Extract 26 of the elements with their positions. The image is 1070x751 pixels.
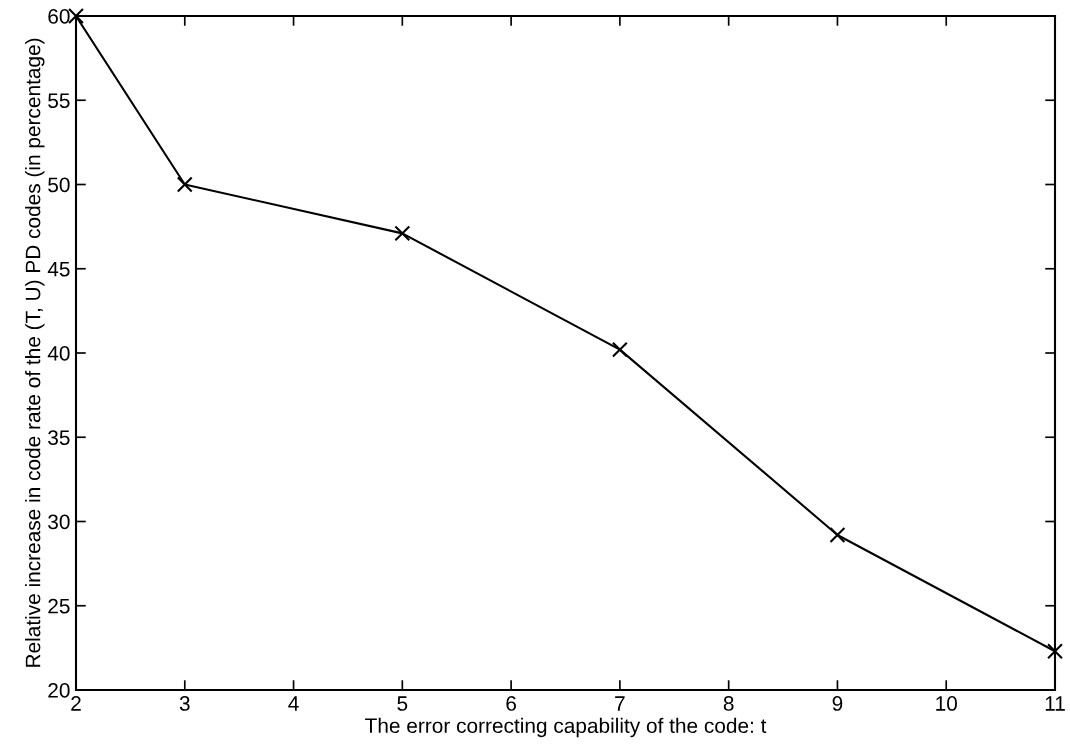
y-tick-label: 55 <box>48 93 70 108</box>
point <box>829 527 846 543</box>
x-tick-label: 5 <box>397 696 408 711</box>
x-tick-label: 2 <box>71 696 81 711</box>
point <box>176 176 193 193</box>
y-axis-title: Relative increase in code rate of the (T, U) PD codes (in percentage) <box>25 38 45 667</box>
y-tick-label: 60 <box>48 9 70 24</box>
point <box>1047 643 1063 660</box>
y-tick-label: 45 <box>47 261 70 277</box>
x-tick-label: 8 <box>723 696 734 711</box>
point <box>611 341 628 358</box>
y-tick-label: 20 <box>48 683 70 698</box>
x-tick-label: 3 <box>179 696 190 711</box>
x-tick-label: 11 <box>1045 696 1065 711</box>
y-tick-label: 50 <box>48 177 70 193</box>
y-tick-label: 25 <box>48 598 70 614</box>
x-axis-title: The error correcting capability of the code: t <box>365 717 767 738</box>
y-tick-label: 35 <box>48 430 70 445</box>
y-tick-label: 40 <box>47 346 70 361</box>
y-tick-label: 30 <box>48 514 70 530</box>
x-tick-label: 6 <box>506 696 516 711</box>
x-tick-label: 10 <box>936 696 957 711</box>
x-tick-label: 9 <box>832 696 843 711</box>
point <box>394 225 411 242</box>
x-tick-label: 4 <box>288 696 299 711</box>
x-tick-label: 7 <box>615 696 625 711</box>
